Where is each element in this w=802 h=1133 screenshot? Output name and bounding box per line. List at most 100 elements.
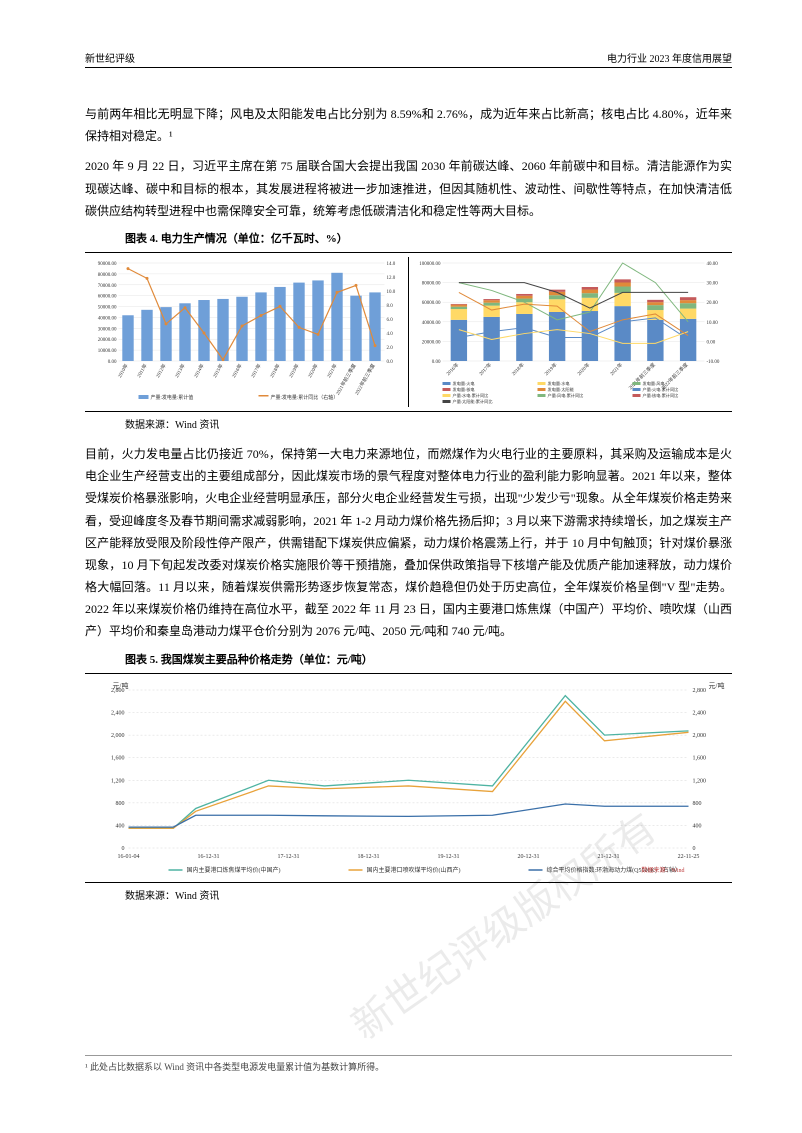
svg-text:20000.00: 20000.00 [98,338,117,343]
svg-text:6.0: 6.0 [387,318,394,323]
svg-text:2016年: 2016年 [445,361,461,377]
svg-text:10000.00: 10000.00 [98,349,117,354]
svg-text:1,600: 1,600 [111,755,125,761]
body-paragraph-2: 2020 年 9 月 22 日，习近平主席在第 75 届联合国大会提出我国 20… [85,155,732,222]
chart4-source: 数据来源：Wind 资讯 [125,416,732,431]
page-header: 新世纪评级 电力行业 2023 年度信用展望 [85,50,732,68]
svg-text:10.0: 10.0 [387,290,396,295]
svg-text:60000.00: 60000.00 [98,295,117,300]
chart4-panel: 0.00 10000.00 20000.00 30000.00 40000.00 5000… [85,252,732,412]
svg-text:2017年: 2017年 [249,362,263,379]
svg-text:产量:发电量:累计值: 产量:发电量:累计值 [151,394,194,401]
svg-text:16-01-04: 16-01-04 [118,854,140,860]
svg-text:2018年: 2018年 [268,362,282,379]
svg-text:90000.00: 90000.00 [98,262,117,267]
svg-text:1,200: 1,200 [111,778,125,784]
svg-text:21-12-31: 21-12-31 [598,854,620,860]
chart4-title: 图表 4. 电力生产情况（单位：亿千瓦时、%） [125,230,732,246]
svg-text:产量:发电量:累计同比（右轴）: 产量:发电量:累计同比（右轴） [271,394,339,401]
svg-text:元/吨: 元/吨 [709,681,725,690]
svg-text:2015年: 2015年 [211,362,225,379]
svg-text:800: 800 [116,800,125,806]
svg-text:2012年: 2012年 [154,362,168,379]
svg-text:2019年: 2019年 [287,362,301,379]
svg-text:产量:风电:累计同比: 产量:风电:累计同比 [548,392,584,399]
svg-text:2021年: 2021年 [325,362,339,379]
svg-text:2011年: 2011年 [135,362,148,378]
svg-text:40000.00: 40000.00 [98,316,117,321]
svg-text:10.00: 10.00 [707,321,719,326]
chart4-right: 0.0020000.0040000.0060000.0080000.001000… [409,257,732,407]
svg-text:发电量:风电: 发电量:风电 [643,380,666,387]
svg-text:2,800: 2,800 [693,688,707,694]
chart5-svg: 元/吨元/吨004004008008001,2001,2001,6001,600… [85,678,732,878]
svg-text:-10.00: -10.00 [707,360,720,365]
svg-text:40.00: 40.00 [707,262,719,267]
svg-text:发电量:核电: 发电量:核电 [453,386,476,393]
svg-text:80000.00: 80000.00 [422,282,441,287]
svg-text:100000.00: 100000.00 [419,262,441,267]
svg-text:8.0: 8.0 [387,304,394,309]
body-paragraph-3: 目前，火力发电量占比仍接近 70%，保持第一大电力来源地位，而燃煤作为火电行业的… [85,443,732,643]
svg-text:20-12-31: 20-12-31 [518,854,540,860]
svg-text:产量:核电:累计同比: 产量:核电:累计同比 [643,392,679,399]
svg-text:2,800: 2,800 [111,688,125,694]
svg-text:16-12-31: 16-12-31 [198,854,220,860]
svg-text:50000.00: 50000.00 [98,305,117,310]
svg-text:60000.00: 60000.00 [422,301,441,306]
svg-text:发电量:水电: 发电量:水电 [548,380,571,387]
svg-text:1,200: 1,200 [693,778,707,784]
footnote: ¹ 此处占比数据系以 Wind 资讯中各类型电源发电量累计值为基数计算所得。 [85,1055,732,1073]
svg-text:800: 800 [693,800,702,806]
svg-text:0.00: 0.00 [108,360,117,365]
svg-text:产量:火电:累计同比: 产量:火电:累计同比 [643,386,679,393]
chart5-box: 元/吨元/吨004004008008001,2001,2001,6001,600… [85,678,732,878]
svg-text:18-12-31: 18-12-31 [358,854,380,860]
svg-text:2013年: 2013年 [173,362,187,379]
svg-text:2014年: 2014年 [192,362,206,379]
svg-text:数据来源：Wind: 数据来源：Wind [641,866,684,874]
chart5-panel: 元/吨元/吨004004008008001,2001,2001,6001,600… [85,673,732,883]
svg-text:0.0: 0.0 [387,360,394,365]
svg-text:12.0: 12.0 [387,276,396,281]
svg-text:2,000: 2,000 [111,733,125,739]
svg-text:产量:水电:累计同比: 产量:水电:累计同比 [453,392,489,399]
svg-text:2,400: 2,400 [693,710,707,716]
svg-text:2020年: 2020年 [306,362,320,379]
svg-text:产量:太阳能:累计同比: 产量:太阳能:累计同比 [453,398,493,405]
svg-text:20.00: 20.00 [707,301,719,306]
svg-text:0: 0 [122,846,125,852]
svg-text:14.0: 14.0 [387,262,396,267]
svg-text:国内主要港口喷吹煤平均价(山西产): 国内主要港口喷吹煤平均价(山西产) [367,866,461,874]
svg-text:30.00: 30.00 [707,282,719,287]
svg-text:4.0: 4.0 [387,332,394,337]
svg-text:2021年: 2021年 [608,361,624,377]
svg-text:2017年: 2017年 [477,361,493,377]
svg-text:2,000: 2,000 [693,733,707,739]
svg-text:国内主要港口炼焦煤平均价(中国产): 国内主要港口炼焦煤平均价(中国产) [187,866,281,874]
svg-text:400: 400 [693,823,702,829]
svg-text:2.0: 2.0 [387,346,394,351]
svg-text:30000.00: 30000.00 [98,327,117,332]
chart4-right-svg: 0.0020000.0040000.0060000.0080000.001000… [409,257,732,407]
svg-text:22-11-25: 22-11-25 [678,854,700,860]
header-left: 新世纪评级 [85,50,135,65]
chart5-source: 数据来源：Wind 资讯 [125,887,732,902]
svg-text:70000.00: 70000.00 [98,284,117,289]
chart4-left: 0.00 10000.00 20000.00 30000.00 40000.00 5000… [85,257,409,407]
svg-text:2,400: 2,400 [111,710,125,716]
svg-text:发电量:太阳能: 发电量:太阳能 [548,386,575,393]
chart4-left-svg: 0.00 10000.00 20000.00 30000.00 40000.00 5000… [85,257,408,407]
body-paragraph-1: 与前两年相比无明显下降；风电及太阳能发电占比分别为 8.59%和 2.76%，成… [85,103,732,147]
svg-text:0.00: 0.00 [707,340,716,345]
chart5-title: 图表 5. 我国煤炭主要品种价格走势（单位：元/吨） [125,651,732,667]
svg-text:19-12-31: 19-12-31 [438,854,460,860]
svg-text:1,600: 1,600 [693,755,707,761]
svg-text:发电量:火电: 发电量:火电 [453,380,476,387]
svg-text:400: 400 [116,823,125,829]
svg-text:80000.00: 80000.00 [98,273,117,278]
svg-text:0.00: 0.00 [432,360,441,365]
svg-text:2016年: 2016年 [230,362,244,379]
svg-text:2010年: 2010年 [116,362,130,379]
svg-text:2019年: 2019年 [543,361,559,377]
